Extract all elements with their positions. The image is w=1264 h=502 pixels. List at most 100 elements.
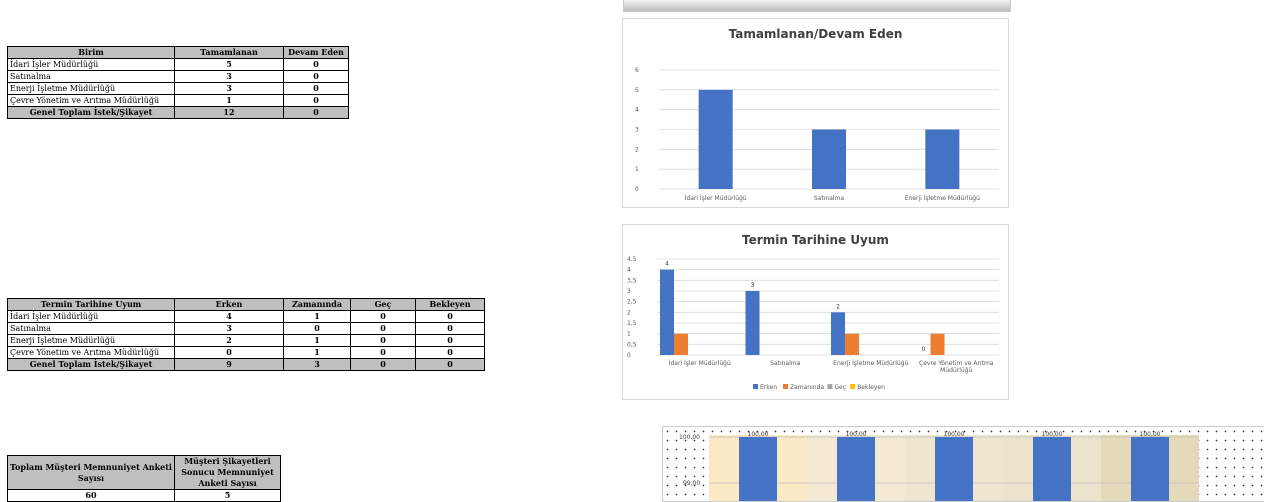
value-cell: 4 [174, 310, 284, 323]
x-tick-label: Enerji İşletme Müdürlüğü [833, 360, 908, 367]
unit-cell: Enerji İşletme Müdürlüğü [7, 334, 175, 347]
deadline-compliance-table: Termin Tarihine Uyum Erken Zamanında Geç… [7, 298, 485, 371]
data-label: 4 [665, 261, 669, 268]
bar [739, 437, 777, 501]
table-row: Çevre Yönetim ve Arıtma Müdürlüğü 0 1 0 … [7, 346, 485, 359]
bar-zamanında [845, 333, 859, 355]
survey-chart: 100,00 99,00 100,00 100,00 100,00 100,00 100,0… [662, 426, 1264, 502]
legend-swatch [850, 384, 856, 389]
bar [935, 437, 973, 501]
y-tick-label: 2,5 [627, 299, 637, 306]
y-tick-label: 1 [635, 166, 639, 173]
data-label: 100,00 [1042, 431, 1063, 438]
data-label: 100,00 [1140, 431, 1161, 438]
chart-plot: 0 0,5 1 1,5 2 2,5 3 3,5 4 4,5 4 İdari İşler Müdürlü… [627, 256, 999, 391]
deadline-table-header: Termin Tarihine Uyum Erken Zamanında Geç… [7, 298, 485, 311]
table-row: Çevre Yönetim ve Arıtma Müdürlüğü 1 0 [7, 94, 349, 107]
y-tick-label: 1 [627, 331, 631, 338]
satisfaction-table-header: Toplam Müşteri Memnuniyet Anketi Sayısı … [7, 455, 281, 490]
value-cell: 0 [174, 346, 284, 359]
bar [925, 129, 960, 189]
value-cell: 0 [350, 346, 416, 359]
y-tick-label: 2 [635, 146, 639, 153]
legend-label: Bekleyen [857, 384, 885, 391]
table-row: İdari İşler Müdürlüğü 4 1 0 0 [7, 310, 485, 323]
chart-plot: 0 1 2 3 4 5 6 İdari İşler Müdürlüğü Satınalma Ene… [635, 67, 999, 202]
value-cell: 0 [283, 82, 349, 95]
bar [1033, 437, 1071, 501]
header-cell: Devam Eden [283, 46, 349, 59]
value-cell: 1 [283, 334, 351, 347]
x-tick-label: İdari İşler Müdürlüğü [685, 195, 747, 202]
y-tick-label: 3,5 [627, 277, 637, 284]
header-cell: Birim [7, 46, 175, 59]
y-tick-label: 6 [635, 67, 639, 74]
y-tick-label: 5 [635, 87, 639, 94]
value-cell: 0 [283, 70, 349, 83]
data-label: 100,00 [944, 431, 965, 438]
header-cell: Erken [174, 298, 284, 311]
value-cell: 5 [174, 58, 284, 71]
bar-zamanında [930, 333, 945, 355]
legend-label: Zamanında [790, 384, 824, 391]
total-value: 0 [350, 358, 416, 371]
total-value: 12 [174, 106, 284, 119]
table-row: Satınalma 3 0 [7, 70, 349, 83]
y-tick-label: 100,00 [679, 434, 700, 441]
deadline-chart: Termin Tarihine Uyum 0 0,5 1 1,5 2 2,5 3 3,5 4 4,… [622, 224, 1009, 400]
legend-label: Geç [834, 384, 846, 391]
y-tick-label: 4 [635, 107, 639, 114]
x-tick-label: Çevre Yönetim ve Arıtma [919, 360, 994, 367]
bar [1131, 437, 1169, 501]
value-cell: 0 [415, 346, 485, 359]
data-label: 3 [751, 282, 755, 289]
table-row: Enerji İşletme Müdürlüğü 3 0 [7, 82, 349, 95]
total-value: 0 [283, 106, 349, 119]
value-cell: 1 [283, 346, 351, 359]
total-value: 9 [174, 358, 284, 371]
y-tick-label: 0 [627, 352, 631, 359]
unit-cell: Enerji İşletme Müdürlüğü [7, 82, 175, 95]
total-value: 3 [283, 358, 351, 371]
table-row: Enerji İşletme Müdürlüğü 2 1 0 0 [7, 334, 485, 347]
y-tick-label: 4,5 [627, 256, 637, 263]
header-cell: Toplam Müşteri Memnuniyet Anketi Sayısı [7, 455, 175, 490]
value-cell: 0 [283, 58, 349, 71]
y-tick-label: 0,5 [627, 341, 637, 348]
y-tick-label: 99,00 [683, 480, 700, 487]
satisfaction-survey-table: Toplam Müşteri Memnuniyet Anketi Sayısı … [7, 455, 281, 502]
bar [837, 437, 875, 501]
bar [812, 129, 846, 189]
bar-erken [831, 312, 845, 355]
header-cell: Geç [350, 298, 416, 311]
table-row: İdari İşler Müdürlüğü 5 0 [7, 58, 349, 71]
y-tick-label: 4 [627, 267, 631, 274]
bar-erken [745, 291, 760, 355]
unit-cell: İdari İşler Müdürlüğü [7, 310, 175, 323]
unit-cell: İdari İşler Müdürlüğü [7, 58, 175, 71]
unit-cell: Çevre Yönetim ve Arıtma Müdürlüğü [7, 346, 175, 359]
bar-erken [660, 269, 674, 355]
x-tick-label: Satınalma [770, 360, 800, 367]
value-cell: 0 [350, 334, 416, 347]
y-tick-label: 2 [627, 309, 631, 316]
value-cell: 2 [174, 334, 284, 347]
value-cell: 0 [415, 334, 485, 347]
bar-zamanında [674, 333, 688, 355]
value-cell: 0 [415, 310, 485, 323]
chart-title: Tamamlanan/Devam Eden [728, 27, 903, 41]
value-cell: 3 [174, 322, 284, 335]
header-cell: Müşteri Şikayetleri Sonucu Memnuniyet An… [174, 455, 281, 490]
value-cell: 1 [283, 310, 351, 323]
legend-label: Erken [760, 384, 777, 391]
legend-swatch [753, 384, 758, 389]
unit-cell: Satınalma [7, 70, 175, 83]
legend-swatch [827, 384, 833, 389]
x-tick-label: Enerji İşletme Müdürlüğü [905, 195, 980, 202]
header-cell: Termin Tarihine Uyum [7, 298, 175, 311]
value-cell: 0 [283, 322, 351, 335]
value-cell: 0 [350, 322, 416, 335]
data-label: 2 [836, 303, 840, 310]
y-tick-label: 3 [635, 127, 639, 134]
value-cell: 0 [350, 310, 416, 323]
